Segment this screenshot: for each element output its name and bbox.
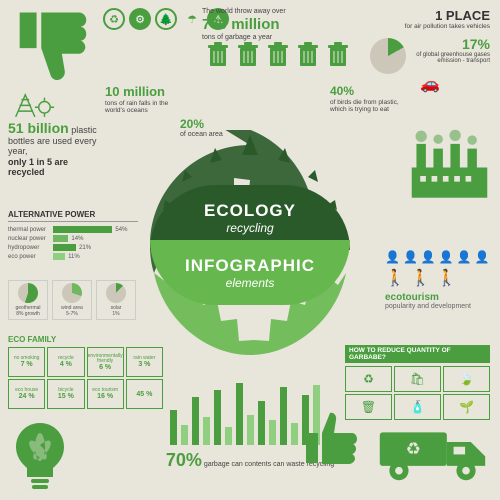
eco-family-title: ECO FAMILY: [8, 335, 163, 344]
alt-power-mini-charts: geothermal8% growthwind area5-7%solar1%: [8, 280, 138, 320]
ocean-value: 20%: [180, 118, 230, 131]
rain-value: 10 million: [105, 85, 175, 100]
hiker-icon: 🚶: [437, 268, 457, 288]
chart-bar: [192, 397, 199, 445]
chart-bar: [181, 425, 188, 445]
mini-pie-chart: geothermal8% growth: [8, 280, 48, 320]
alt-power-chart: ALTERNATIVE POWER thermal power54% nuclea…: [8, 210, 138, 262]
chart-bar: [170, 410, 177, 445]
bag-icon: 🛍: [394, 366, 441, 392]
reduce-garbage-block: HOW TO REDUCE QUANTITY OF GARBABE? ♻🛍🍃🗑🧴…: [345, 345, 490, 420]
alt-power-title: ALTERNATIVE POWER: [8, 210, 138, 222]
ecotourism-block: 👤👤👤👤👤👤 🚶🚶🚶 ecotourism popularity and dev…: [385, 250, 490, 310]
bin-icon: [327, 42, 349, 68]
garbage-stat: The world throw away over 750 million to…: [202, 8, 330, 43]
chart-bar: [258, 401, 265, 445]
power-bar-row: eco power11%: [8, 253, 138, 260]
eco-family-cell: rain water3 %: [126, 347, 163, 377]
hiker-icon: 🚶: [385, 268, 405, 288]
plastic-value: 51 billion: [8, 120, 69, 136]
eco-family-cell: no smoking7 %: [8, 347, 45, 377]
chart-bar: [291, 423, 298, 445]
lightbulb-icon: [8, 415, 73, 495]
chart-bar: [225, 427, 232, 445]
person-icon: 👤: [421, 250, 436, 264]
eco-family-cell: environmentally friendly6 %: [87, 347, 124, 377]
eco-family-grid: ECO FAMILY no smoking7 %recycle4 %enviro…: [8, 335, 163, 409]
thumbs-up-icon: [300, 408, 360, 468]
person-icon: 👤: [439, 250, 454, 264]
power-bar-row: thermal power54%: [8, 226, 138, 233]
chart-bar: [236, 383, 243, 445]
place-desc: for air pollution takes vehicles: [370, 23, 490, 30]
eco-family-cell: bicycle15 %: [47, 379, 84, 409]
title-ecology: ECOLOGY: [204, 201, 296, 221]
person-icon: 👤: [403, 250, 418, 264]
garbage-value: 750 million: [202, 16, 330, 34]
birds-stat: 40% of birds die from plastic, which is …: [330, 85, 405, 114]
top-right-stats: 1 PLACE for air pollution takes vehicles…: [370, 8, 490, 94]
plastic-stat: 51 billion plastic bottles are used ever…: [8, 120, 100, 177]
ocean-stat: 20% of ocean area: [180, 118, 230, 139]
center-bottom-label: INFOGRAPHIC elements: [150, 240, 350, 305]
bin-icon: [297, 42, 319, 68]
chart-bar: [269, 420, 276, 445]
gases-pie-icon: [370, 38, 406, 74]
eco-family-cell: eco tourism16 %: [87, 379, 124, 409]
tree-icon: 🌲: [155, 8, 177, 30]
rain-desc: tons of rain falls in the world's oceans: [105, 100, 175, 115]
leaf-icon: 🍃: [443, 366, 490, 392]
bin-icon: [237, 42, 259, 68]
birds-desc: of birds die from plastic, which is tryi…: [330, 99, 405, 114]
ecotour-sub: popularity and development: [385, 303, 490, 310]
place-rank: 1 PLACE: [370, 8, 490, 23]
person-icon: 👤: [457, 250, 472, 264]
bottom-bar-chart: [170, 380, 320, 445]
recycle-truck-icon: ♻: [375, 418, 490, 483]
person-icon: 👤: [385, 250, 400, 264]
bins-row: [207, 42, 349, 68]
plant-icon: 🌱: [443, 394, 490, 420]
bottle-icon: 🧴: [394, 394, 441, 420]
chart-bar: [247, 415, 254, 445]
factory-illustration: [407, 125, 492, 200]
people-icons: 👤👤👤👤👤👤: [385, 250, 490, 264]
bin-icon: [207, 42, 229, 68]
plastic-line2: only 1 in 5 are recycled: [8, 157, 100, 178]
factory-icon: ⚙: [129, 8, 151, 30]
title-infographic: INFOGRAPHIC: [185, 256, 315, 276]
center-circle: ECOLOGY recycling INFOGRAPHIC elements: [150, 145, 350, 345]
power-bar-row: nuclear power14%: [8, 235, 138, 242]
recycle-icon: ♻: [103, 8, 125, 30]
power-bar-row: hydropower21%: [8, 244, 138, 251]
recycle-icon: ♻: [345, 366, 392, 392]
hiker-icons: 🚶 🚶 🚶: [385, 268, 490, 288]
subtitle-elements: elements: [226, 276, 275, 290]
garbage-intro: The world throw away over: [202, 8, 330, 16]
chart-bar: [280, 387, 287, 445]
chart-bar: [214, 390, 221, 445]
garbage70-value: 70%: [166, 450, 202, 470]
eco-family-cell: eco house24 %: [8, 379, 45, 409]
person-icon: 👤: [475, 250, 490, 264]
birds-value: 40%: [330, 85, 405, 99]
rain-stat: 10 million tons of rain falls in the wor…: [105, 85, 175, 115]
hiker-icon: 🚶: [411, 268, 431, 288]
ocean-desc: of ocean area: [180, 131, 230, 139]
thumbs-down-icon: [5, 5, 100, 80]
reduce-title: HOW TO REDUCE QUANTITY OF GARBABE?: [345, 345, 490, 363]
mini-pie-chart: wind area5-7%: [52, 280, 92, 320]
eco-family-cell: 45 %: [126, 379, 163, 409]
bin-icon: [267, 42, 289, 68]
mini-pie-chart: solar1%: [96, 280, 136, 320]
svg-text:♻: ♻: [406, 438, 421, 458]
ecotour-title: ecotourism: [385, 292, 490, 303]
umbrella-icon: ☂: [181, 8, 203, 30]
oilrig-icon: [8, 90, 56, 120]
chart-bar: [203, 417, 210, 445]
subtitle-recycling: recycling: [226, 221, 273, 235]
eco-family-cell: recycle4 %: [47, 347, 84, 377]
